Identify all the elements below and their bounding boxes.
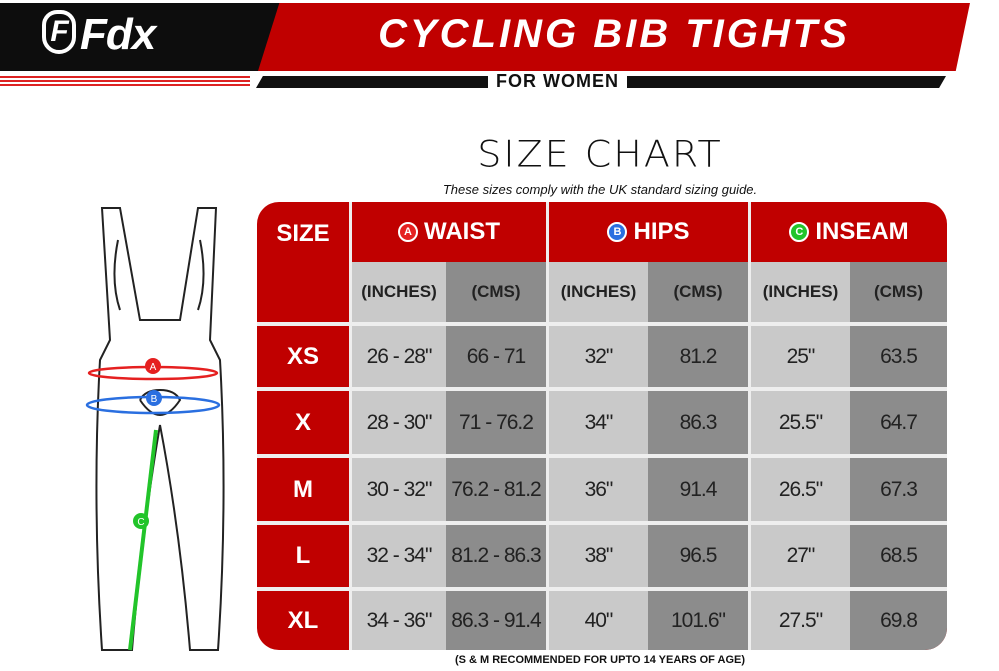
- table-cell: 26.5": [748, 454, 850, 521]
- table-cell: 40": [546, 587, 648, 650]
- table-cell: 68.5: [850, 521, 947, 587]
- svg-text:A: A: [150, 362, 157, 373]
- unit-header: (CMS): [648, 262, 748, 322]
- table-cell: 71 - 76.2: [446, 387, 546, 454]
- table-cell: 81.2: [648, 322, 748, 387]
- table-cell: 34": [546, 387, 648, 454]
- table-cell: 64.7: [850, 387, 947, 454]
- waist-header: A WAIST: [349, 202, 546, 262]
- badge-c-icon: C: [789, 222, 810, 242]
- table-cell: 96.5: [648, 521, 748, 587]
- size-label: M: [257, 454, 349, 521]
- inseam-header: C INSEAM: [748, 202, 947, 262]
- size-label: X: [257, 387, 349, 454]
- table-cell: 25.5": [748, 387, 850, 454]
- waist-label: WAIST: [424, 218, 500, 245]
- badge-b-icon: B: [607, 222, 628, 242]
- table-cell: 86.3 - 91.4: [446, 587, 546, 650]
- table-cell: 66 - 71: [446, 322, 546, 387]
- unit-header: (CMS): [850, 262, 947, 322]
- table-cell: 30 - 32": [349, 454, 446, 521]
- inseam-label: INSEAM: [815, 218, 909, 245]
- hips-header: B HIPS: [546, 202, 748, 262]
- table-cell: 81.2 - 86.3: [446, 521, 546, 587]
- table-cell: 27": [748, 521, 850, 587]
- table-cell: 101.6": [648, 587, 748, 650]
- size-label: XL: [257, 587, 349, 650]
- table-cell: 34 - 36": [349, 587, 446, 650]
- unit-header: (CMS): [446, 262, 546, 322]
- svg-text:C: C: [137, 517, 144, 528]
- table-cell: 86.3: [648, 387, 748, 454]
- shield-icon: F: [42, 10, 76, 54]
- table-cell: 26 - 28": [349, 322, 446, 387]
- page-subtitle: FOR WOMEN: [488, 71, 627, 92]
- size-label: L: [257, 521, 349, 587]
- unit-header: (INCHES): [748, 262, 850, 322]
- logo-text: Fdx: [80, 10, 156, 59]
- table-cell: 63.5: [850, 322, 947, 387]
- table-cell: 38": [546, 521, 648, 587]
- page-title: CYCLING BIB TIGHTS: [378, 12, 850, 56]
- bib-tights-figure: A B C: [85, 207, 225, 651]
- table-cell: 27.5": [748, 587, 850, 650]
- table-cell: 36": [546, 454, 648, 521]
- decorative-stripes: [0, 76, 250, 88]
- table-cell: 28 - 30": [349, 387, 446, 454]
- size-table: SIZE A WAIST B HIPS C INSEAM (INCHES) (CMS)(…: [257, 202, 947, 650]
- marker-a-icon: A: [145, 358, 161, 374]
- table-cell: 32": [546, 322, 648, 387]
- unit-header: (INCHES): [546, 262, 648, 322]
- svg-text:B: B: [151, 394, 158, 405]
- badge-a-icon: A: [398, 222, 418, 242]
- chart-title: SIZE CHART: [477, 133, 723, 175]
- size-label: XS: [257, 322, 349, 387]
- table-cell: 32 - 34": [349, 521, 446, 587]
- table-cell: 76.2 - 81.2: [446, 454, 546, 521]
- title-band: [258, 3, 970, 71]
- marker-b-icon: B: [146, 390, 162, 406]
- size-header: SIZE: [276, 220, 330, 247]
- table-cell: 91.4: [648, 454, 748, 521]
- fdx-logo: F Fdx: [42, 10, 156, 60]
- sizing-note: These sizes comply with the UK standard …: [442, 182, 758, 197]
- unit-header: (INCHES): [349, 262, 446, 322]
- footer-note: (S & M RECOMMENDED FOR UPTO 14 YEARS OF …: [454, 654, 746, 666]
- table-cell: 69.8: [850, 587, 947, 650]
- marker-c-icon: C: [133, 513, 149, 529]
- table-cell: 67.3: [850, 454, 947, 521]
- table-cell: 25": [748, 322, 850, 387]
- hips-label: HIPS: [633, 218, 690, 245]
